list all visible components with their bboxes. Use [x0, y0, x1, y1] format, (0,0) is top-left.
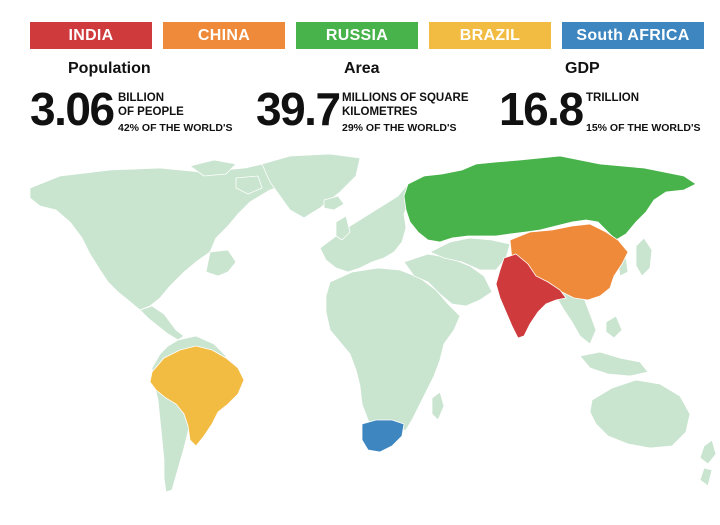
gdp-share: 15% OF THE WORLD'S [586, 122, 701, 134]
legend-chip-brazil: BRAZIL [429, 22, 551, 49]
area-value: 39.7 [256, 83, 341, 135]
gdp-unit-line1: TRILLION [586, 92, 640, 104]
japan [635, 237, 653, 277]
area-unit-line2: KILOMETRES [342, 106, 418, 118]
population-share: 42% OF THE WORLD'S [118, 122, 233, 134]
iceland [323, 195, 345, 211]
population-unit-line2: OF PEOPLE [118, 106, 184, 118]
gdp-title: GDP [565, 60, 600, 77]
central-america [139, 305, 185, 341]
gdp-value: 16.8 [499, 83, 584, 135]
legend-chip-south-africa: South AFRICA [562, 22, 704, 49]
new-zealand [699, 439, 717, 465]
legend-chip-china: CHINA [163, 22, 285, 49]
population-value: 3.06 [30, 83, 115, 135]
europe [319, 179, 419, 273]
africa [325, 267, 461, 433]
india-shape [495, 253, 567, 339]
russia-shape [403, 155, 697, 243]
uk [335, 215, 351, 241]
population-unit-line1: BILLION [118, 92, 164, 104]
population-title: Population [68, 60, 151, 77]
madagascar [431, 391, 445, 421]
country-legend: INDIA CHINA RUSSIA BRAZIL South AFRICA [30, 22, 704, 49]
brazil-shape [149, 345, 245, 447]
area-title: Area [344, 60, 380, 77]
legend-chip-russia: RUSSIA [296, 22, 418, 49]
australia [589, 379, 691, 449]
north-america-east [205, 249, 237, 277]
south-africa-shape [361, 419, 405, 453]
greenland [261, 153, 361, 219]
legend-chip-india: INDIA [30, 22, 152, 49]
area-unit-line1: MILLIONS OF SQUARE [342, 92, 469, 104]
area-share: 29% OF THE WORLD'S [342, 122, 457, 134]
north-america [29, 159, 301, 311]
